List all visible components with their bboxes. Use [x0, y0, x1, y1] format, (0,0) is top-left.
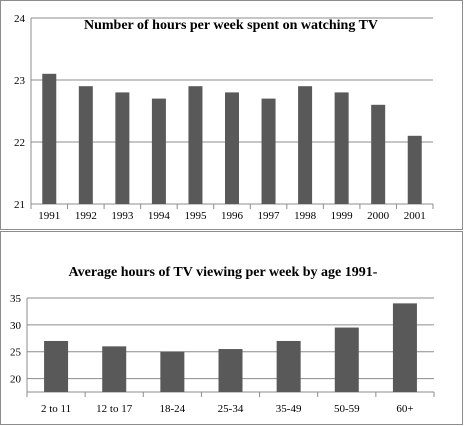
x-tick-label: 25-34: [218, 403, 244, 415]
hours-per-week-chart: Number of hours per week spent on watchi…: [14, 13, 434, 222]
bar-50-59: [334, 327, 359, 392]
y-tick-label: 22: [14, 137, 25, 149]
y-tick-label: 24: [14, 13, 26, 25]
chart-title: Average hours of TV viewing per week by …: [69, 265, 378, 280]
bar-1999: [334, 92, 349, 204]
bar-2001: [407, 135, 422, 204]
bar-1993: [115, 92, 130, 204]
y-tick-label: 20: [10, 374, 22, 386]
x-tick-label: 12 to 17: [96, 403, 133, 415]
bar-1998: [298, 86, 313, 204]
chart-panel-hours-per-week: Number of hours per week spent on watchi…: [0, 0, 463, 230]
x-tick-label: 1997: [258, 210, 281, 222]
bar-1992: [78, 86, 93, 204]
bar-1991: [42, 73, 57, 204]
bar-60+: [392, 303, 417, 392]
bar-12 to 17: [102, 346, 127, 392]
bar-2 to 11: [44, 340, 69, 392]
x-tick-label: 1999: [331, 210, 354, 222]
x-tick-label: 18-24: [160, 403, 186, 415]
x-tick-label: 1995: [184, 210, 207, 222]
x-tick-label: 2000: [367, 210, 390, 222]
bar-25-34: [218, 349, 243, 392]
y-tick-label: 30: [10, 320, 22, 332]
bar-35-49: [276, 340, 301, 392]
x-tick-label: 1996: [221, 210, 244, 222]
x-tick-label: 2001: [404, 210, 426, 222]
x-tick-label: 1994: [148, 210, 171, 222]
bar-18-24: [160, 351, 185, 392]
chart-panel-hours-by-age: Average hours of TV viewing per week by …: [0, 231, 463, 425]
x-tick-label: 1998: [294, 210, 317, 222]
bar-1997: [261, 98, 276, 204]
chart-title: Number of hours per week spent on watchi…: [84, 18, 378, 33]
x-tick-label: 1992: [75, 210, 97, 222]
y-tick-label: 21: [14, 199, 25, 211]
x-tick-label: 50-59: [334, 403, 360, 415]
x-tick-label: 60+: [396, 403, 413, 415]
x-tick-label: 2 to 11: [41, 403, 71, 415]
bar-2000: [371, 104, 386, 204]
bar-1995: [188, 86, 203, 204]
y-tick-label: 35: [10, 293, 22, 305]
x-tick-label: 1993: [111, 210, 134, 222]
x-tick-label: 1991: [38, 210, 60, 222]
bar-1996: [225, 92, 239, 204]
x-tick-label: 35-49: [276, 403, 302, 415]
y-tick-label: 23: [14, 75, 26, 87]
y-tick-label: 25: [10, 347, 22, 359]
hours-by-age-chart: Average hours of TV viewing per week by …: [10, 265, 435, 415]
bar-1994: [151, 98, 166, 204]
